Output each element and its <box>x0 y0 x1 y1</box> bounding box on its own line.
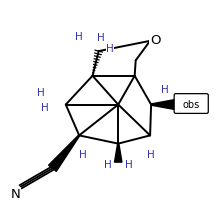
Text: H: H <box>97 33 105 42</box>
Text: H: H <box>79 149 87 159</box>
Polygon shape <box>49 135 80 172</box>
Text: H: H <box>161 85 168 95</box>
Text: H: H <box>75 32 83 41</box>
Polygon shape <box>115 144 122 162</box>
Text: H: H <box>125 159 132 169</box>
Text: H: H <box>41 102 49 112</box>
Text: H: H <box>147 149 155 159</box>
Text: H: H <box>106 44 114 54</box>
Text: O: O <box>150 34 160 47</box>
Text: H: H <box>37 88 45 98</box>
Text: obs: obs <box>183 99 200 109</box>
Text: H: H <box>104 159 112 169</box>
FancyBboxPatch shape <box>174 94 208 114</box>
Polygon shape <box>151 100 176 110</box>
Text: N: N <box>11 188 21 200</box>
